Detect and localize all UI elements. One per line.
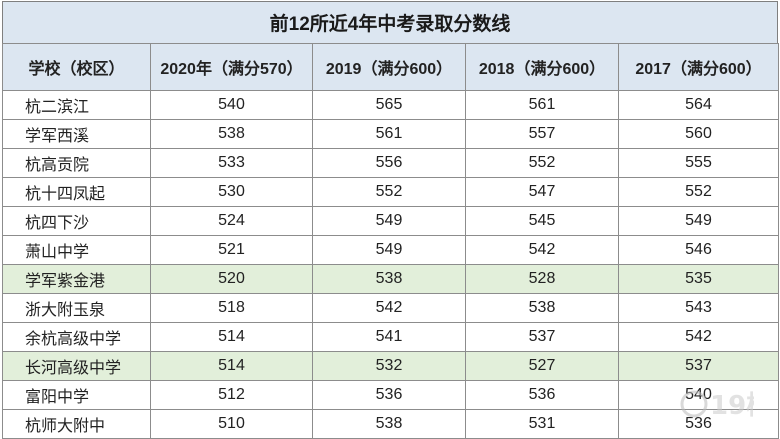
column-header-2020: 2020年（满分570） bbox=[150, 43, 313, 91]
score-cell-2020: 521 bbox=[150, 235, 313, 265]
score-cell-2018: 547 bbox=[465, 177, 619, 207]
header-row: 学校（校区） 2020年（满分570） 2019（满分600） 2018（满分6… bbox=[2, 43, 779, 91]
score-cell-2018: 528 bbox=[465, 264, 619, 294]
score-cell-2018: 538 bbox=[465, 293, 619, 323]
school-name-cell: 富阳中学 bbox=[2, 380, 151, 410]
table-row: 杭四下沙 524 549 545 549 bbox=[2, 206, 779, 236]
score-cell-2019: 561 bbox=[312, 119, 466, 149]
score-cell-2020: 512 bbox=[150, 380, 313, 410]
table-body: 杭二滨江 540 565 561 564 学军西溪 538 561 557 560 杭高贡院 533 5… bbox=[2, 90, 779, 439]
table-title: 前12所近4年中考录取分数线 bbox=[2, 1, 778, 43]
table-row: 杭十四凤起 530 552 547 552 bbox=[2, 177, 779, 207]
score-cell-2018: 531 bbox=[465, 409, 619, 439]
score-cell-2019: 532 bbox=[312, 351, 466, 381]
school-name-cell: 杭四下沙 bbox=[2, 206, 151, 236]
score-cell-2020: 538 bbox=[150, 119, 313, 149]
score-cell-2017: 543 bbox=[618, 293, 779, 323]
score-cell-2019: 565 bbox=[312, 90, 466, 120]
score-cell-2020: 514 bbox=[150, 322, 313, 352]
score-cell-2019: 552 bbox=[312, 177, 466, 207]
score-cell-2020: 518 bbox=[150, 293, 313, 323]
table-row: 学军西溪 538 561 557 560 bbox=[2, 119, 779, 149]
score-cell-2018: 545 bbox=[465, 206, 619, 236]
column-header-2019: 2019（满分600） bbox=[312, 43, 466, 91]
score-cell-2017: 542 bbox=[618, 322, 779, 352]
school-name-cell: 余杭高级中学 bbox=[2, 322, 151, 352]
score-cell-2019: 556 bbox=[312, 148, 466, 178]
score-cell-2019: 541 bbox=[312, 322, 466, 352]
score-cell-2019: 549 bbox=[312, 206, 466, 236]
score-cell-2019: 542 bbox=[312, 293, 466, 323]
score-cell-2020: 520 bbox=[150, 264, 313, 294]
score-cell-2020: 540 bbox=[150, 90, 313, 120]
school-name-cell: 学军紫金港 bbox=[2, 264, 151, 294]
score-cell-2019: 536 bbox=[312, 380, 466, 410]
table-row: 长河高级中学 514 532 527 537 bbox=[2, 351, 779, 381]
score-cell-2017: 536 bbox=[618, 409, 779, 439]
column-header-school: 学校（校区） bbox=[2, 43, 151, 91]
school-name-cell: 杭十四凤起 bbox=[2, 177, 151, 207]
table-row: 杭高贡院 533 556 552 555 bbox=[2, 148, 779, 178]
school-name-cell: 杭二滨江 bbox=[2, 90, 151, 120]
score-cell-2017: 552 bbox=[618, 177, 779, 207]
score-cell-2018: 542 bbox=[465, 235, 619, 265]
table-row: 浙大附玉泉 518 542 538 543 bbox=[2, 293, 779, 323]
score-cell-2019: 549 bbox=[312, 235, 466, 265]
score-cell-2017: 540 bbox=[618, 380, 779, 410]
score-cell-2018: 552 bbox=[465, 148, 619, 178]
score-table: 学校（校区） 2020年（满分570） 2019（满分600） 2018（满分6… bbox=[2, 43, 779, 439]
table-row: 富阳中学 512 536 536 540 bbox=[2, 380, 779, 410]
school-name-cell: 长河高级中学 bbox=[2, 351, 151, 381]
score-cell-2018: 537 bbox=[465, 322, 619, 352]
table-row: 萧山中学 521 549 542 546 bbox=[2, 235, 779, 265]
score-cell-2020: 530 bbox=[150, 177, 313, 207]
score-cell-2018: 536 bbox=[465, 380, 619, 410]
score-cell-2018: 561 bbox=[465, 90, 619, 120]
school-name-cell: 学军西溪 bbox=[2, 119, 151, 149]
score-cell-2017: 560 bbox=[618, 119, 779, 149]
score-cell-2017: 546 bbox=[618, 235, 779, 265]
score-cell-2017: 535 bbox=[618, 264, 779, 294]
score-cell-2018: 557 bbox=[465, 119, 619, 149]
column-header-2018: 2018（满分600） bbox=[465, 43, 619, 91]
table-row: 学军紫金港 520 538 528 535 bbox=[2, 264, 779, 294]
column-header-2017: 2017（满分600） bbox=[618, 43, 779, 91]
score-cell-2020: 510 bbox=[150, 409, 313, 439]
score-cell-2018: 527 bbox=[465, 351, 619, 381]
score-cell-2019: 538 bbox=[312, 409, 466, 439]
score-cell-2020: 514 bbox=[150, 351, 313, 381]
score-cell-2020: 533 bbox=[150, 148, 313, 178]
score-cell-2017: 537 bbox=[618, 351, 779, 381]
school-name-cell: 杭高贡院 bbox=[2, 148, 151, 178]
table-row: 杭师大附中 510 538 531 536 bbox=[2, 409, 779, 439]
score-cell-2017: 555 bbox=[618, 148, 779, 178]
table-row: 杭二滨江 540 565 561 564 bbox=[2, 90, 779, 120]
score-cell-2019: 538 bbox=[312, 264, 466, 294]
score-cell-2017: 549 bbox=[618, 206, 779, 236]
score-cell-2017: 564 bbox=[618, 90, 779, 120]
table-row: 余杭高级中学 514 541 537 542 bbox=[2, 322, 779, 352]
school-name-cell: 浙大附玉泉 bbox=[2, 293, 151, 323]
school-name-cell: 杭师大附中 bbox=[2, 409, 151, 439]
score-cell-2020: 524 bbox=[150, 206, 313, 236]
school-name-cell: 萧山中学 bbox=[2, 235, 151, 265]
